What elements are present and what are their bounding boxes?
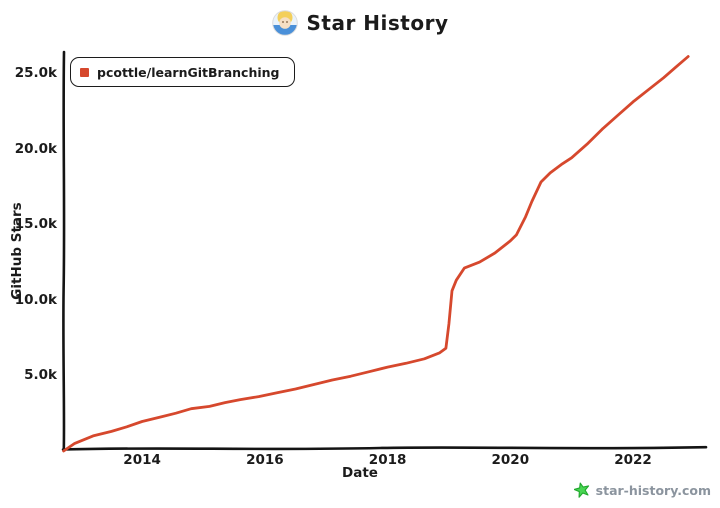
star-history-logo-icon [271, 10, 298, 36]
x-axis-title: Date [342, 465, 378, 481]
chart-title: Star History [306, 11, 449, 35]
y-axis-line [62, 50, 66, 452]
y-tick-label: 20.0k [14, 140, 57, 157]
y-tick-label: 5.0k [24, 367, 57, 384]
x-tick-label: 2016 [246, 452, 284, 468]
green-star-icon [573, 482, 589, 498]
y-axis-title: GitHub Stars [9, 202, 25, 300]
x-tick-label: 2014 [123, 452, 161, 468]
chart-header: Star History [0, 10, 720, 36]
legend-marker [80, 67, 89, 77]
y-tick-labels: 5.0k 10.0k 15.0k 20.0k 25.0k [0, 0, 57, 508]
x-tick-label: 2018 [368, 452, 407, 468]
x-tick-label: 2020 [491, 452, 530, 468]
y-tick-label: 25.0k [14, 65, 57, 82]
x-axis-line [61, 445, 708, 451]
series-line [62, 55, 690, 453]
y-tick-label: 15.0k [14, 216, 57, 233]
x-tick-labels: 2014 2016 2018 2020 2022 [0, 452, 720, 472]
watermark-text: star-history.com [595, 482, 711, 498]
watermark[interactable]: star-history.com [573, 482, 711, 498]
x-tick-label: 2022 [614, 452, 652, 468]
legend-label: pcottle/learnGitBranching [97, 64, 280, 80]
y-tick-label: 10.0k [14, 291, 57, 308]
legend-box: pcottle/learnGitBranching [70, 57, 296, 87]
